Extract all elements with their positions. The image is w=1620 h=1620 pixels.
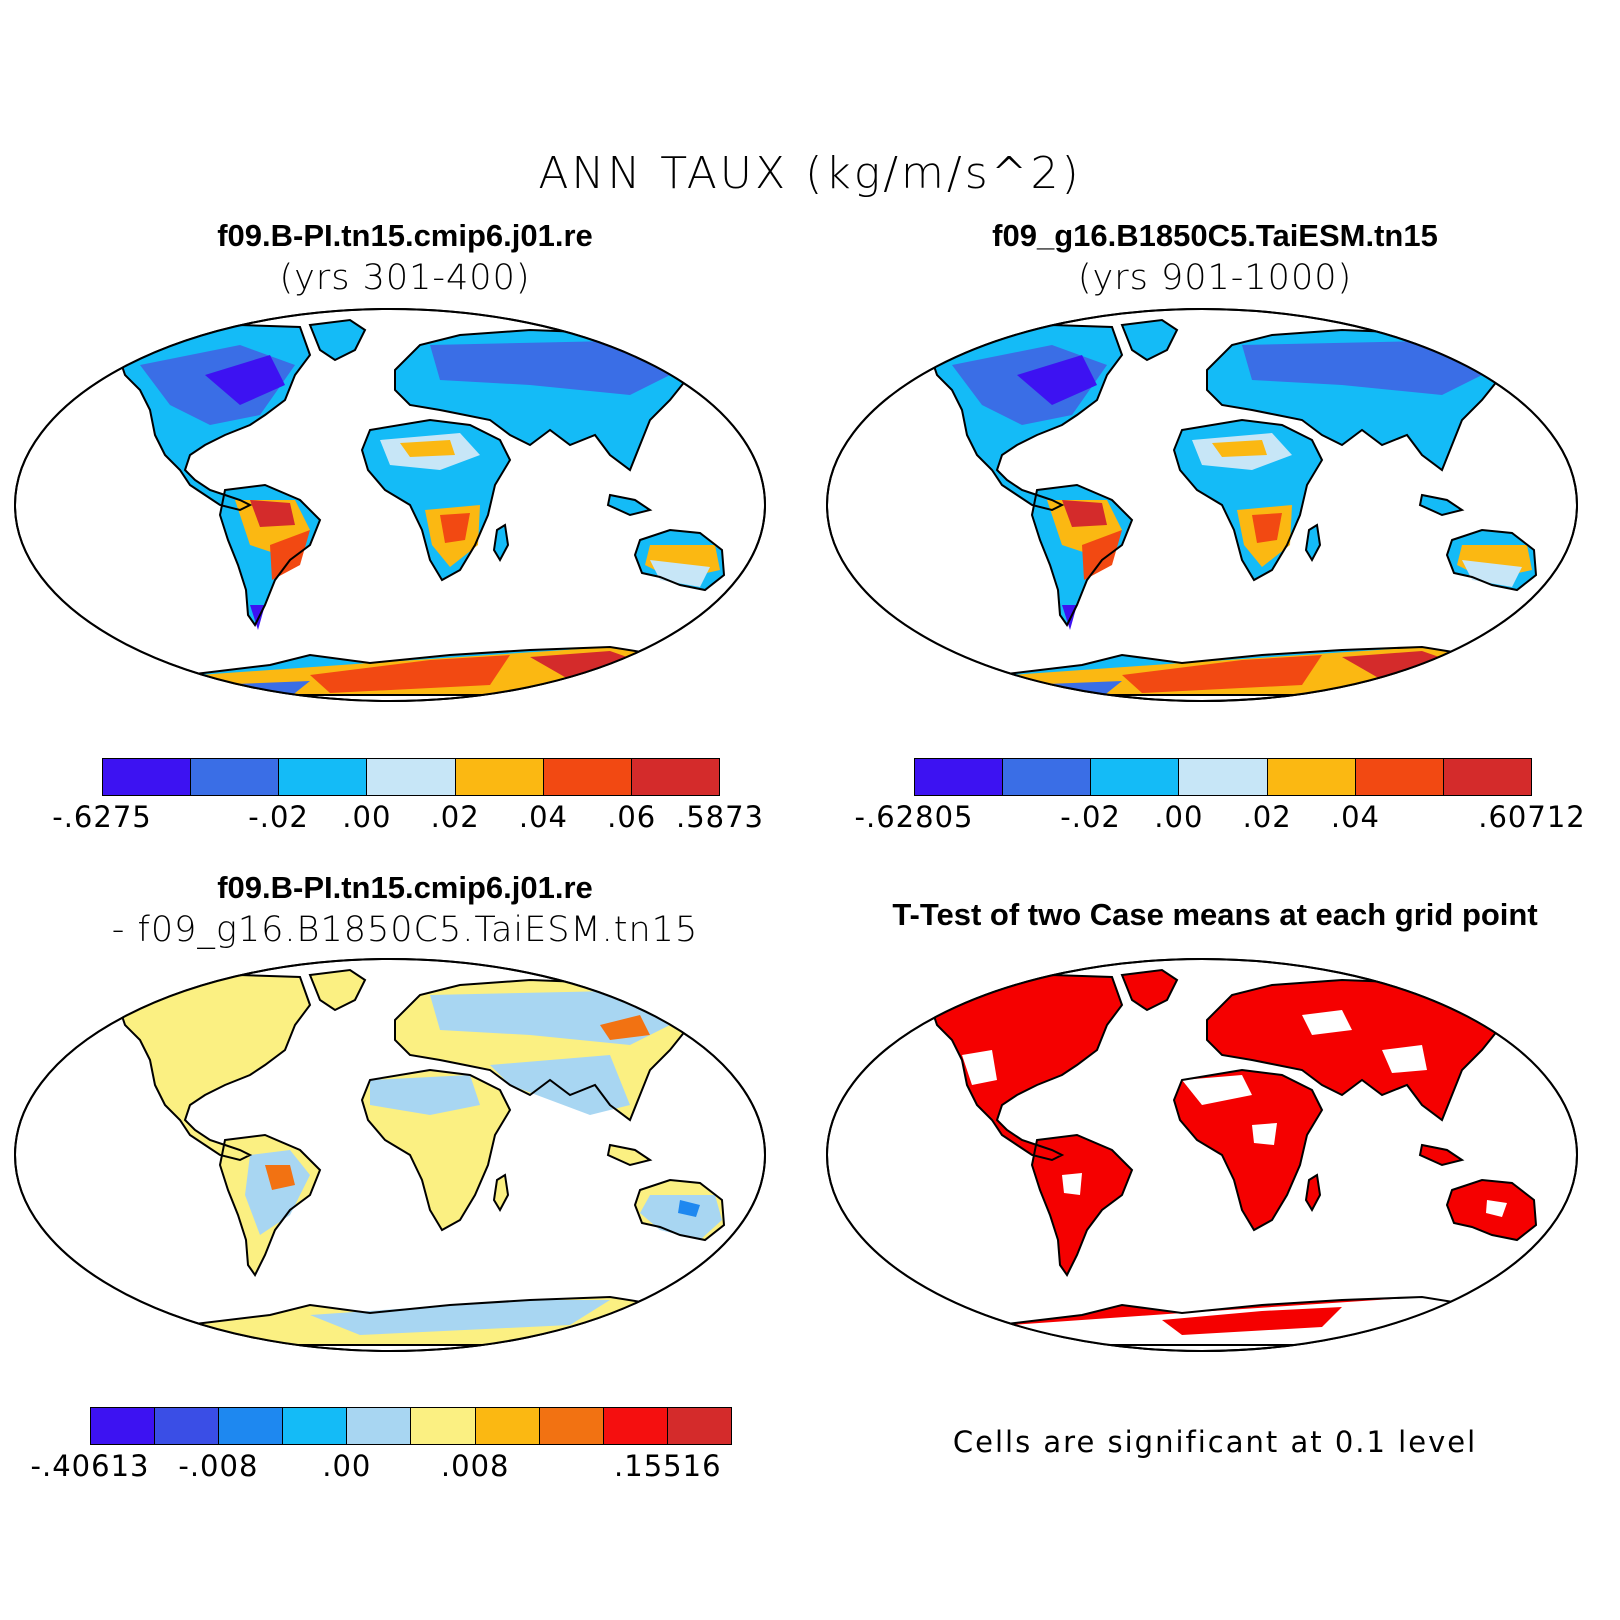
colorbar-3-labels: -.40613 -.008 .00 .008 .15516 xyxy=(0,1449,810,1489)
colorbar-1-labels: -.6275 -.02 .00 .02 .04 .06 .5873 xyxy=(0,800,800,840)
cb3-swatch xyxy=(283,1408,348,1444)
cb3-swatch xyxy=(91,1408,156,1444)
cb3-tick-label: .008 xyxy=(440,1449,510,1483)
cb1-tick-label: .04 xyxy=(518,800,568,834)
panel4-title: T-Test of two Case means at each grid po… xyxy=(892,897,1538,932)
panel3-title: f09.B-PI.tn15.cmip6.j01.re xyxy=(217,870,593,905)
panel2-subtitle: (yrs 901-1000) xyxy=(1077,258,1353,298)
panel1-title: f09.B-PI.tn15.cmip6.j01.re xyxy=(217,218,593,253)
cb3-swatch xyxy=(603,1408,668,1444)
cb3-swatch xyxy=(219,1408,284,1444)
cb1-tick-label: .00 xyxy=(342,800,392,834)
cb2-swatch xyxy=(1003,759,1092,795)
cb1-tick-label: .02 xyxy=(430,800,480,834)
cb1-tick-label: .5873 xyxy=(675,800,765,834)
colorbar-2-labels: -.62805 -.02 .00 .02 .04 .60712 xyxy=(810,800,1620,840)
cb2-tick-label: -.62805 xyxy=(854,800,974,834)
cb3-swatch xyxy=(539,1408,604,1444)
cb2-tick-label: .02 xyxy=(1242,800,1292,834)
colorbar-2 xyxy=(914,758,1532,796)
cb1-tick-label: .06 xyxy=(607,800,657,834)
cb2-tick-label: .04 xyxy=(1330,800,1380,834)
cb3-tick-label: -.008 xyxy=(178,1449,259,1483)
cb3-swatch xyxy=(411,1408,476,1444)
cb1-swatch xyxy=(367,759,456,795)
cb3-tick-label: -.40613 xyxy=(30,1449,150,1483)
cb3-swatch xyxy=(347,1408,412,1444)
cb2-swatch xyxy=(1355,759,1444,795)
cb1-swatch xyxy=(543,759,632,795)
cb3-swatch xyxy=(155,1408,220,1444)
panel2-title: f09_g16.B1850C5.TaiESM.tn15 xyxy=(992,218,1438,253)
cb3-swatch xyxy=(475,1408,540,1444)
panel3-map xyxy=(14,958,766,1352)
cb2-swatch xyxy=(1443,759,1531,795)
cb2-swatch xyxy=(1091,759,1180,795)
panel4-map xyxy=(826,958,1578,1352)
cb3-tick-label: .15516 xyxy=(614,1449,722,1483)
cb2-tick-label: -.02 xyxy=(1060,800,1121,834)
cb2-tick-label: .60712 xyxy=(1478,800,1586,834)
significance-note: Cells are significant at 0.1 level xyxy=(952,1425,1478,1459)
cb2-swatch xyxy=(1267,759,1356,795)
cb1-swatch xyxy=(631,759,719,795)
cb1-tick-label: -.02 xyxy=(248,800,309,834)
cb1-swatch xyxy=(279,759,368,795)
cb1-swatch xyxy=(103,759,192,795)
cb2-tick-label: .00 xyxy=(1154,800,1204,834)
cb2-swatch xyxy=(915,759,1004,795)
colorbar-1 xyxy=(102,758,720,796)
figure-title: ANN TAUX (kg/m/s^2) xyxy=(538,148,1082,199)
cb1-tick-label: -.6275 xyxy=(52,800,152,834)
panel2-map xyxy=(826,308,1578,702)
cb1-swatch xyxy=(455,759,544,795)
panel1-subtitle: (yrs 301-400) xyxy=(279,258,531,298)
cb2-swatch xyxy=(1179,759,1268,795)
cb3-tick-label: .00 xyxy=(322,1449,372,1483)
panel3-subtitle: - f09_g16.B1850C5.TaiESM.tn15 xyxy=(111,910,699,950)
colorbar-3 xyxy=(90,1407,732,1445)
panel1-map xyxy=(14,308,766,702)
cb1-swatch xyxy=(191,759,280,795)
cb3-swatch xyxy=(667,1408,731,1444)
